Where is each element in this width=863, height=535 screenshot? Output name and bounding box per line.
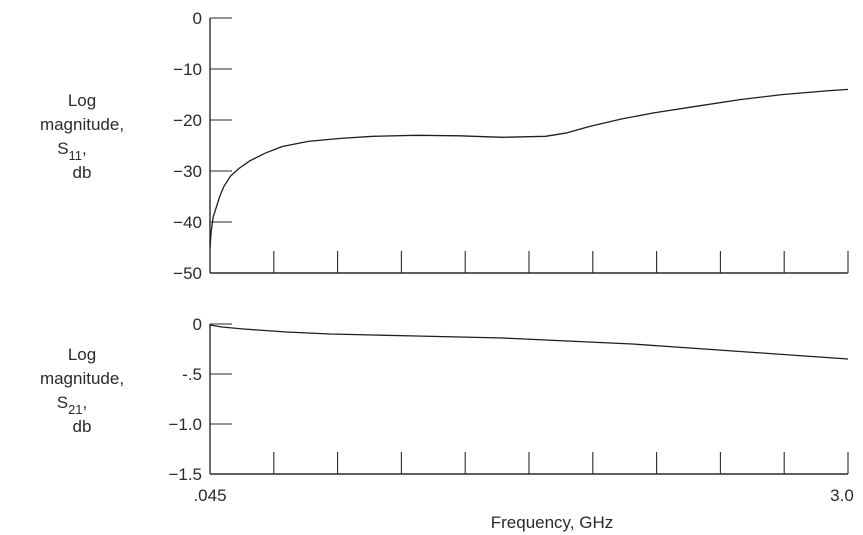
x-tick-label: 3.0 [830, 486, 854, 505]
y-tick-label: −10 [173, 60, 202, 79]
y-axis-label-line: db [73, 417, 92, 436]
y-axis-label-line: Log [68, 345, 96, 364]
y-axis-label-line: S [57, 139, 68, 158]
s21-trace [209, 324, 849, 360]
s11-chart: 0 −10 −20 −30 −40 −50 Log magnitude, S11, db [40, 9, 849, 283]
y-tick-label: −20 [173, 111, 202, 130]
y-axis-label-subscript: 21 [68, 402, 82, 417]
y-axis-label-line: Log [68, 91, 96, 110]
y-axis-label-subscript: 11 [69, 148, 83, 163]
y-tick-label: 0 [193, 315, 202, 334]
y-axis-label: Log magnitude, S11, db [40, 91, 124, 182]
y-axis-label-line: db [73, 163, 92, 182]
y-tick-label: -.5 [182, 365, 202, 384]
y-axis-label-line: magnitude, [40, 369, 124, 388]
y-axis-label: Log magnitude, S21, db [40, 345, 124, 436]
y-tick-label: −50 [173, 264, 202, 283]
x-tick-label: .045 [193, 486, 226, 505]
y-tick-label: −1.0 [168, 415, 202, 434]
y-tick-label: −1.5 [168, 465, 202, 484]
y-axis-label-suffix: , [82, 139, 87, 158]
y-axis-label-suffix: , [83, 393, 88, 412]
y-axis-label-line: S [57, 393, 68, 412]
s21-chart: 0 -.5 −1.0 −1.5 .045 3.0 Log magnitude, S21, db [40, 315, 854, 505]
y-tick-label: −30 [173, 162, 202, 181]
y-tick-label: −40 [173, 213, 202, 232]
y-tick-label: 0 [193, 9, 202, 28]
s11-trace [209, 88, 849, 248]
y-axis-label-line: magnitude, [40, 115, 124, 134]
x-axis-label: Frequency, GHz [491, 513, 614, 532]
